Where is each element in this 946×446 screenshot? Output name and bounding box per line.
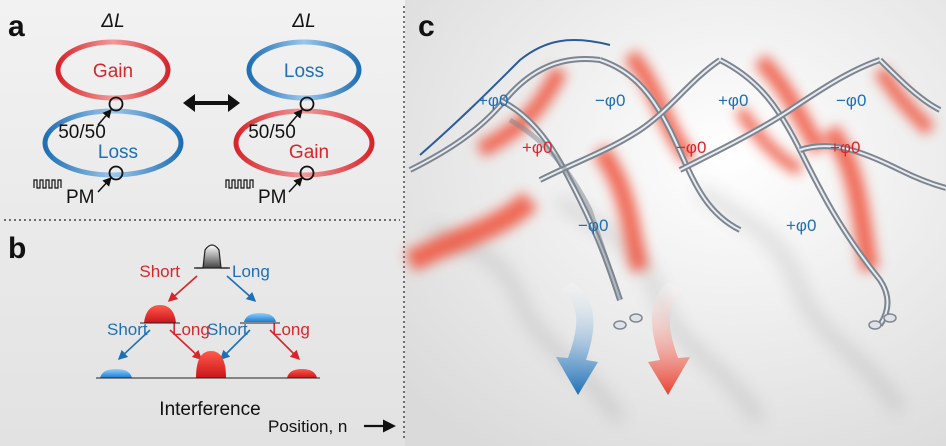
- phase-label-6: −φ0: [676, 138, 706, 157]
- left-bottom-ring-label: Loss: [98, 142, 138, 163]
- top-short-label: Short: [139, 262, 180, 281]
- right-gain-ring: [233, 108, 375, 178]
- panel-c-letter: c: [418, 10, 435, 43]
- position-axis-label: Position, n: [268, 417, 347, 436]
- left-short-arrow: [117, 329, 151, 360]
- red-pulse-center: [196, 351, 226, 378]
- initial-pulse: [196, 244, 228, 269]
- right-modulator-circle: [299, 165, 315, 181]
- right-coupler-label: 50/50: [248, 122, 296, 143]
- right-long-label: Long: [272, 320, 310, 339]
- top-long-arrow: [226, 275, 257, 302]
- blue-pulse-mid: [244, 313, 276, 322]
- left-pulse-train-icon: [33, 179, 62, 189]
- right-pulse-train-icon: [225, 179, 254, 189]
- panel-a-letter: a: [8, 10, 25, 43]
- phase-label-7: +φ0: [830, 138, 860, 157]
- interference-label: Interference: [159, 399, 260, 420]
- phase-labels: +φ0 −φ0 +φ0 −φ0 +φ0 −φ0 +φ0 −φ0 +φ0: [478, 91, 866, 235]
- panel-b-letter: b: [8, 232, 26, 265]
- swap-arrow-right-head: [228, 94, 240, 112]
- phase-label-9: +φ0: [786, 216, 816, 235]
- swap-arrow-left-head: [183, 94, 195, 112]
- red-pulse-mid: [144, 305, 176, 323]
- right-coupler-arrow: [288, 108, 303, 126]
- left-modulator-label: PM: [66, 187, 95, 208]
- left-delta-label: ΔL: [100, 11, 124, 32]
- panel-a: a ΔL Gain Loss 50/50 PM ΔL Loss Gain 50/…: [8, 10, 375, 208]
- panel-c: +φ0 −φ0 +φ0 −φ0 +φ0 −φ0 +φ0 −φ0 +φ0: [404, 39, 946, 423]
- phase-label-5: +φ0: [522, 138, 552, 157]
- red-pulse-bottom: [287, 369, 317, 378]
- left-coupler-arrow: [97, 108, 112, 126]
- left-long-arrow: [169, 329, 203, 360]
- blue-pulse-bottom: [100, 369, 132, 378]
- phase-label-4: −φ0: [836, 91, 866, 110]
- blue-output-arrow: [556, 282, 598, 395]
- top-long-label: Long: [232, 262, 270, 281]
- right-short-arrow: [219, 329, 251, 361]
- waveguide-lattice: [408, 39, 946, 330]
- right-modulator-arrow: [288, 177, 303, 193]
- right-bottom-ring-label: Gain: [289, 142, 329, 163]
- right-short-label: Short: [207, 320, 248, 339]
- phase-label-2: −φ0: [595, 91, 625, 110]
- phase-label-1: +φ0: [478, 91, 508, 110]
- left-coupler-label: 50/50: [58, 122, 106, 143]
- left-short-label: Short: [107, 320, 148, 339]
- panel-b: b Short Long Short Long Short Long Inter…: [8, 232, 396, 436]
- phase-label-8: −φ0: [578, 216, 608, 235]
- right-long-arrow: [269, 329, 301, 361]
- right-top-ring-label: Loss: [284, 61, 324, 82]
- right-coupler-circle: [299, 96, 315, 112]
- left-loss-ring: [42, 108, 184, 178]
- left-long-label: Long: [172, 320, 210, 339]
- left-modulator-circle: [108, 165, 124, 181]
- right-modulator-label: PM: [258, 187, 287, 208]
- right-delta-label: ΔL: [291, 11, 315, 32]
- left-coupler-circle: [108, 96, 124, 112]
- top-short-arrow: [167, 275, 198, 302]
- left-top-ring-label: Gain: [93, 61, 133, 82]
- left-modulator-arrow: [97, 177, 112, 193]
- red-output-arrow: [648, 282, 690, 395]
- phase-label-3: +φ0: [718, 91, 748, 110]
